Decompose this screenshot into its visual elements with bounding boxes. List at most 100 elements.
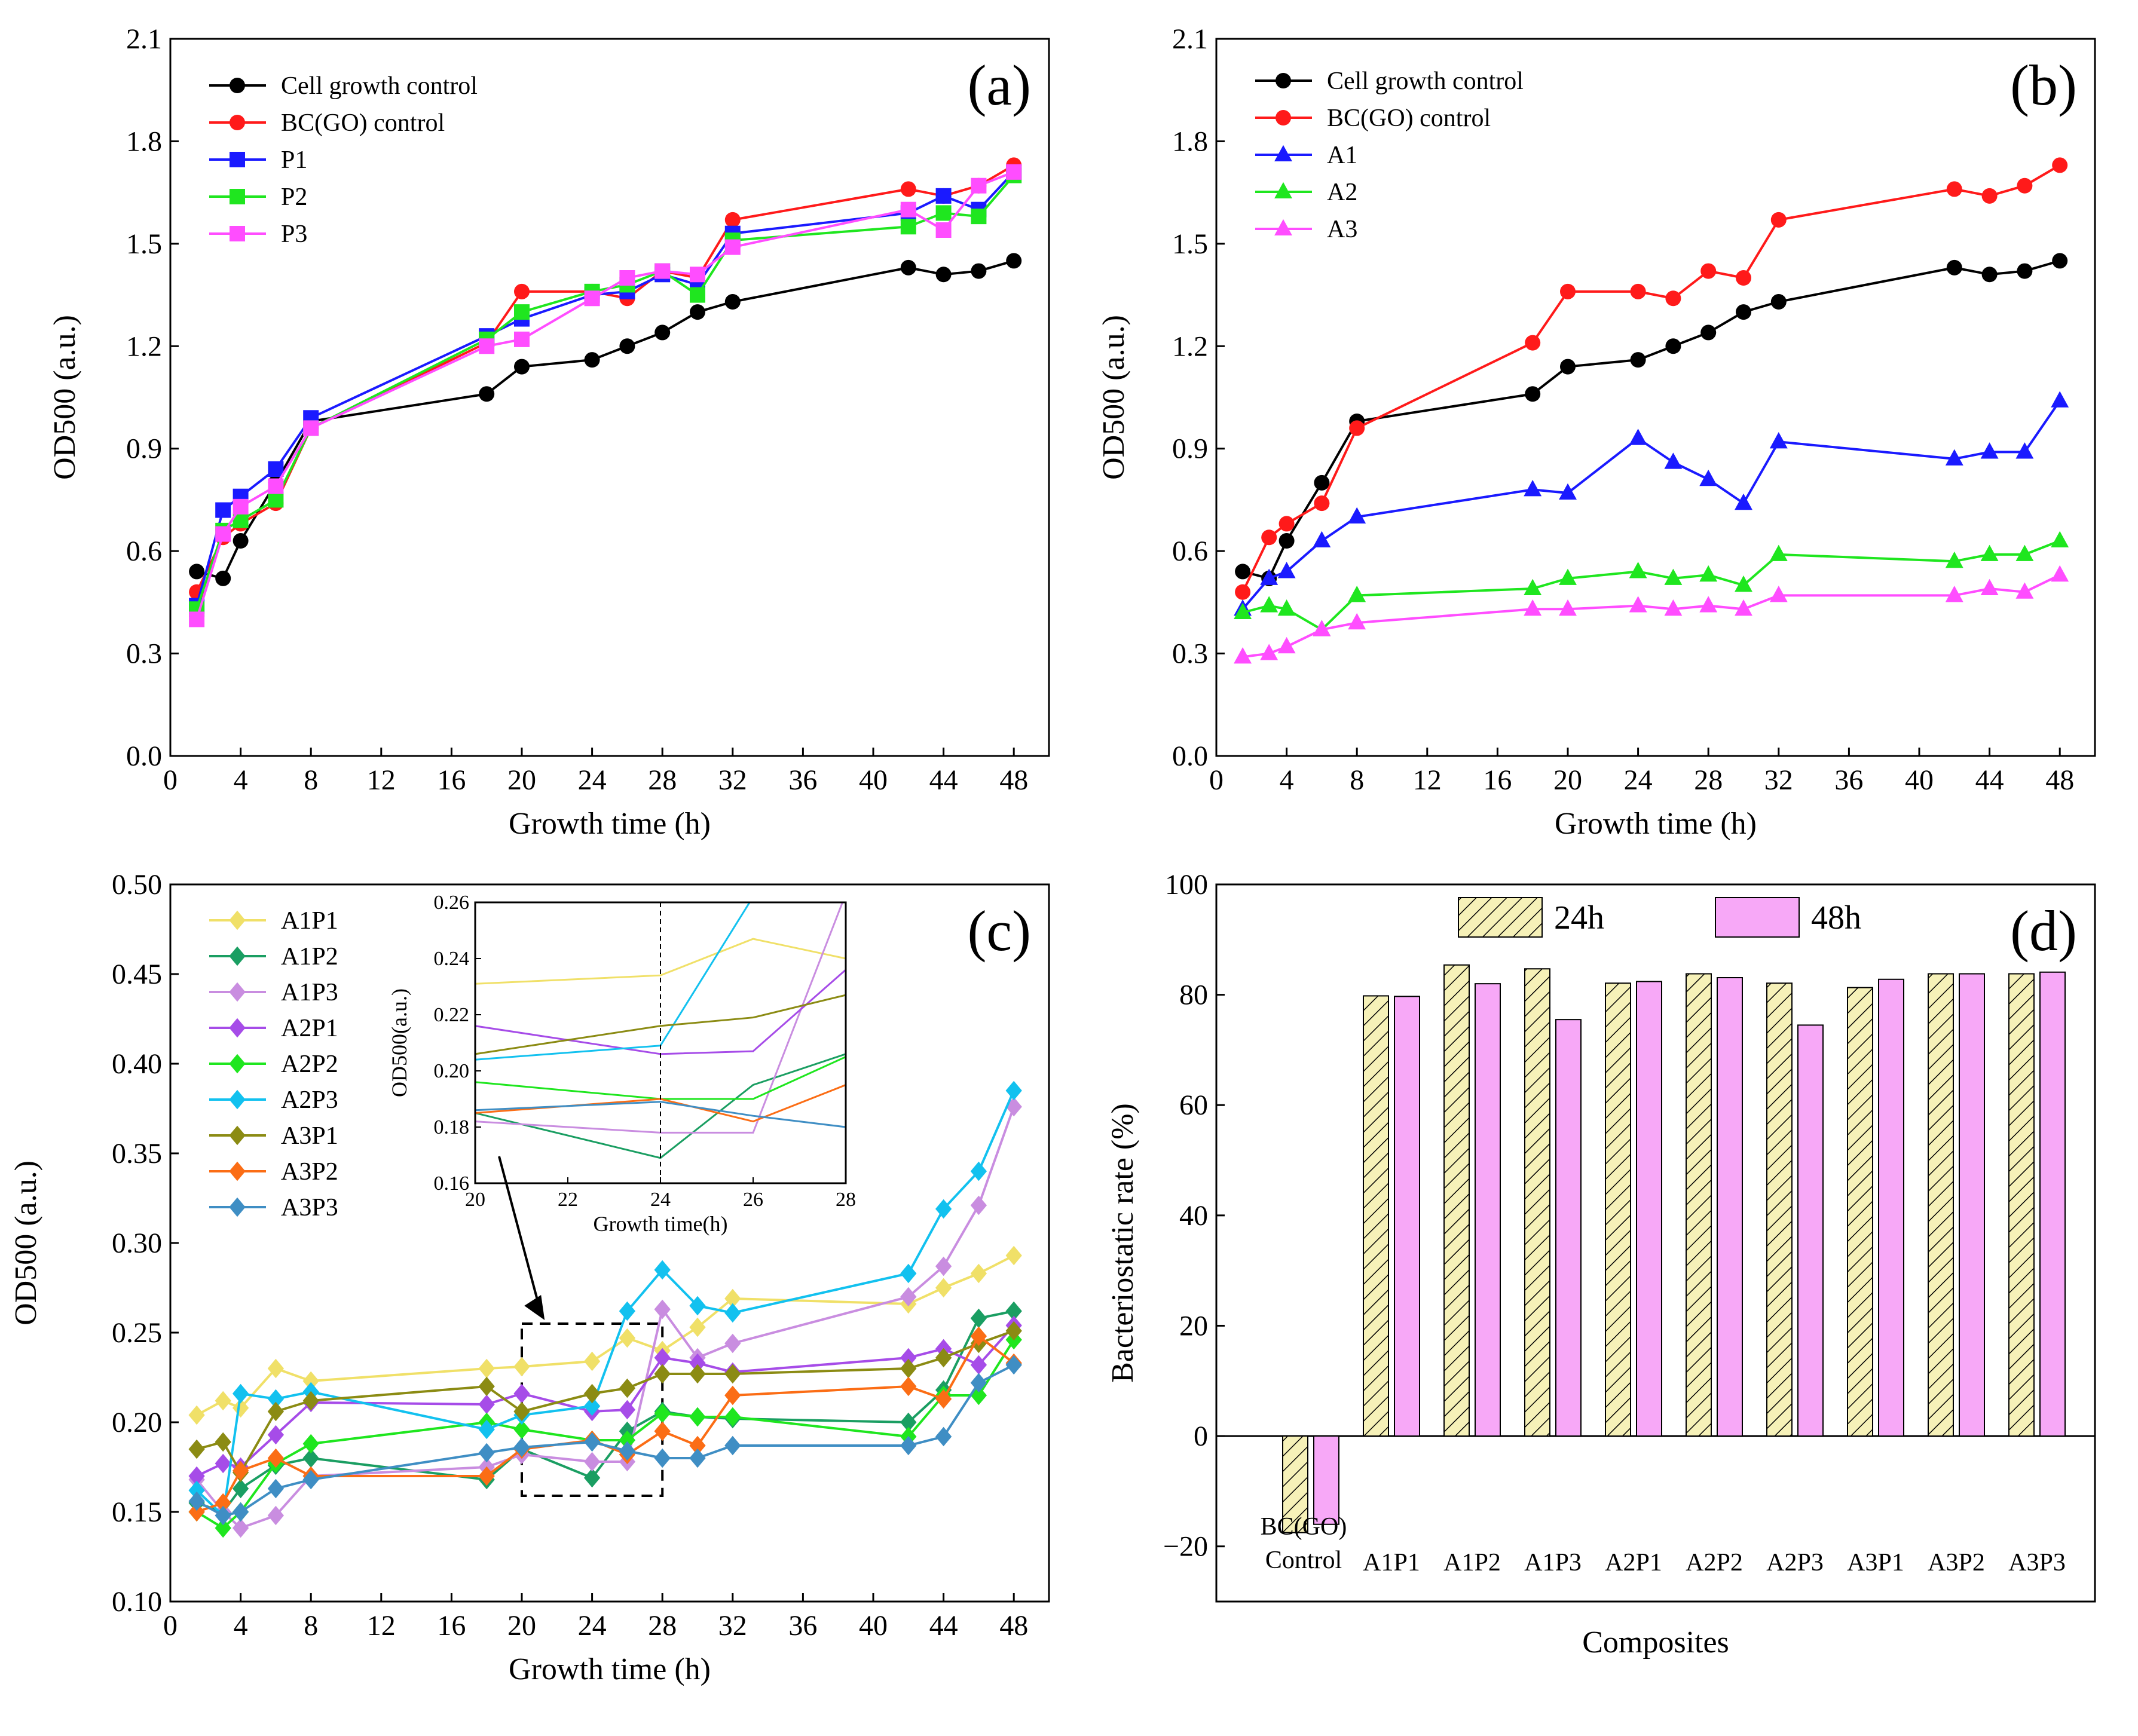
legend-marker [229,1161,246,1181]
data-point [513,1357,530,1377]
legend-label: 48h [1811,899,1861,936]
y-tick-label: 0.15 [112,1496,162,1528]
inset-line-a2p3 [475,902,751,1061]
data-point [654,1403,671,1423]
series-bc-go-control [1235,157,2068,600]
panel-label: (c) [967,899,1031,963]
x-tick-label: 24 [1624,764,1653,796]
legend-marker [229,1054,246,1074]
y-tick-label: 80 [1179,979,1208,1011]
data-point [1735,575,1752,592]
data-point [189,564,205,580]
data-point [689,1353,706,1373]
category-label: A3P2 [1928,1549,1985,1576]
inset-y-tick-label: 0.18 [434,1116,470,1138]
y-axis-label: OD500 (a.u.) [9,1161,43,1325]
x-tick-label: 40 [859,764,888,796]
data-point [1560,359,1576,375]
plot-frame [169,38,1050,757]
data-point [1235,584,1251,600]
data-point [513,1419,530,1440]
legend-label: BC(GO) control [1327,105,1491,132]
data-point [971,263,987,279]
data-point [970,1161,987,1181]
data-point [1770,212,1787,228]
data-point [1735,599,1752,616]
y-tick-label: 1.2 [126,330,162,362]
legend-marker [1276,110,1291,125]
data-point [724,1364,741,1384]
bar-24h-a3p2 [1928,973,1954,1437]
data-point [1665,338,1681,354]
panel-c: 0 4 8 12 16 20 24 28 32 36 40 44 480.100.150.200.250… [9,869,1050,1686]
data-point [724,1435,741,1456]
data-point [232,1478,249,1499]
plot-frame [1215,38,2096,757]
data-point [1769,586,1788,602]
bar-48h-a3p3 [2039,971,2066,1437]
legend-label: BC(GO) control [281,109,445,137]
data-point [970,1308,987,1328]
bar-48h-a2p2 [1717,977,1743,1437]
series-line [195,1090,1016,1518]
y-tick-label: 2.1 [1172,23,1208,55]
y-tick-label: 0.35 [112,1138,162,1169]
data-point [215,502,231,518]
data-point [619,1400,636,1420]
data-point [1980,442,1999,459]
legend: 24h 48h [1458,897,1861,938]
x-tick-label: 36 [1834,764,1863,796]
data-point [188,1491,205,1511]
legend-label: A2P1 [281,1015,338,1042]
data-point [479,338,495,354]
legend-marker [229,1089,246,1110]
series-line [195,170,1014,620]
legend-label: P2 [281,183,307,211]
bar-24h-a1p1 [1363,995,1389,1437]
data-point [935,1426,952,1447]
data-point [1700,324,1717,341]
data-point [900,1287,917,1307]
data-point [215,1493,231,1513]
y-tick-label: 0.45 [112,959,162,990]
data-point [1524,599,1542,616]
series-a2p2 [188,1330,1022,1538]
data-point [268,478,284,494]
data-point [619,1430,636,1450]
y-tick-label: 0.3 [126,638,162,670]
data-point [215,1432,231,1452]
data-point [2017,177,2033,194]
data-point [1525,386,1541,402]
x-tick-label: 44 [929,764,958,796]
legend-marker [229,982,246,1002]
data-point [302,1391,319,1411]
data-point [188,1405,205,1425]
data-point [1348,613,1366,630]
y-tick-label: 60 [1179,1089,1208,1121]
legend: Cell growth control BC(GO) control P1 P2 P3 [209,72,478,248]
x-tick-label: 0 [163,764,178,796]
data-point [1664,568,1683,585]
data-point [900,1412,917,1432]
data-point [1629,428,1647,445]
data-point [1349,420,1365,436]
data-point [514,283,530,299]
legend-marker [229,1125,246,1146]
data-point [1005,1355,1022,1375]
bar-24h-a3p3 [2008,973,2035,1437]
legend-label: A3P3 [281,1194,338,1221]
category-label: A3P1 [1847,1549,1904,1576]
data-point [935,1256,952,1276]
legend-label: P3 [281,221,307,248]
legend-swatch [1715,897,1800,938]
data-point [188,1466,205,1486]
x-tick-label: 20 [1553,764,1582,796]
y-axis-label: OD500 (a.u.) [48,315,82,480]
y-tick-label: 0.0 [126,740,162,772]
series-line [195,1106,1016,1530]
x-tick-label: 12 [367,764,396,796]
data-point [514,331,530,347]
y-axis-label: Bacteriostatic rate (%) [1106,1103,1140,1383]
legend-marker [230,189,245,204]
x-tick-label: 48 [2045,764,2074,796]
